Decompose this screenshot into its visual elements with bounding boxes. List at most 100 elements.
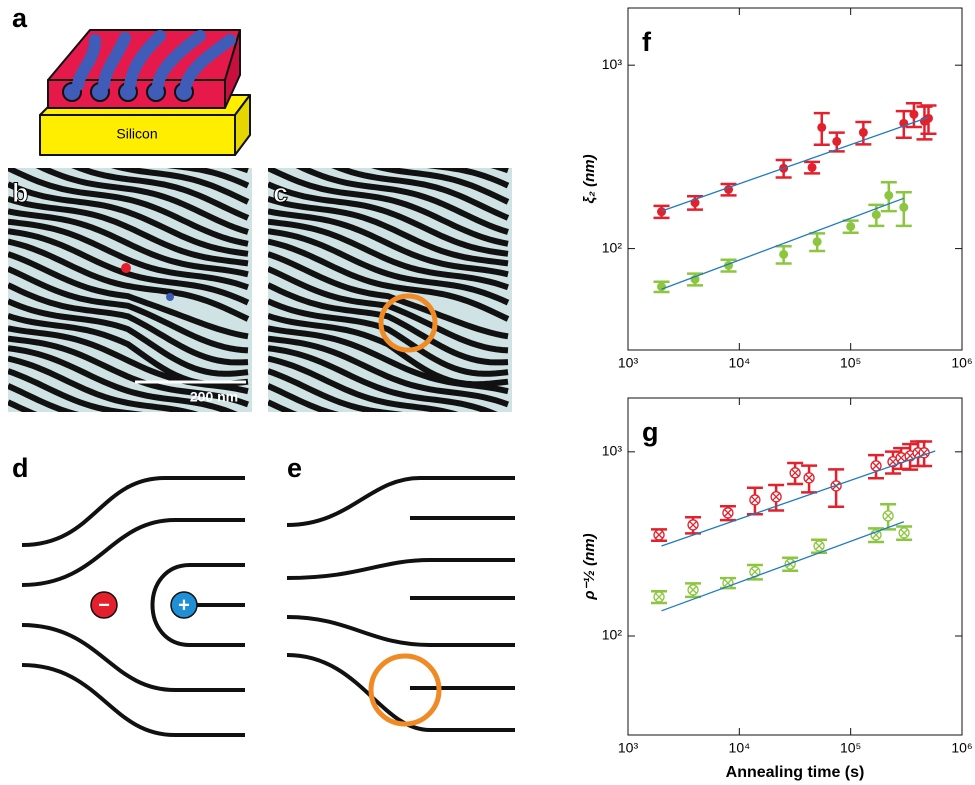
data-point <box>923 113 933 123</box>
y-tick-label: 10³ <box>602 443 623 459</box>
fit-line <box>661 450 936 547</box>
stripe <box>268 218 509 291</box>
highlight-circle <box>378 293 438 353</box>
marker-cross <box>884 511 893 520</box>
marker-cross <box>723 508 732 517</box>
stripe <box>268 51 508 127</box>
stripe <box>268 8 508 85</box>
marker-cross <box>791 468 800 477</box>
marker-cross <box>815 542 824 550</box>
stripe <box>8 168 249 247</box>
data-point <box>813 540 825 552</box>
stripe <box>268 0 508 53</box>
stripe <box>8 228 250 306</box>
stripe <box>8 465 248 537</box>
stripe <box>268 168 509 247</box>
data-point <box>846 221 856 231</box>
marker-cross <box>889 457 897 466</box>
fit-line <box>661 197 905 290</box>
x-tick-label: 10⁶ <box>951 740 972 756</box>
stripe <box>8 181 249 257</box>
stripe <box>268 456 508 522</box>
stripe <box>268 238 510 322</box>
marker-cross <box>750 495 759 504</box>
plus-defect <box>170 591 198 619</box>
data-point <box>870 460 882 472</box>
minus-sign: − <box>98 594 110 616</box>
stripe <box>268 251 509 340</box>
data-point <box>807 162 817 172</box>
marker-cross <box>655 592 663 601</box>
x-tick-label: 10³ <box>618 355 639 371</box>
stripe <box>8 218 249 291</box>
panel-e-diagram <box>286 476 515 732</box>
panel-label: b <box>12 178 29 208</box>
stripe <box>8 208 249 278</box>
x-tick-label: 10³ <box>618 740 639 756</box>
data-point <box>687 584 699 596</box>
y-axis-label: ξ₂ (nm) <box>581 154 598 203</box>
stripe <box>8 266 249 354</box>
data-point <box>687 519 699 531</box>
data-point <box>884 190 894 200</box>
stripe <box>8 282 249 366</box>
stripe <box>268 399 298 412</box>
panel-label: e <box>287 453 302 483</box>
y-tick-label: 10² <box>602 239 623 255</box>
stripe <box>8 325 249 395</box>
data-point <box>812 237 822 247</box>
stripe <box>490 168 509 174</box>
stripe <box>268 82 508 147</box>
x-tick-label: 10⁶ <box>951 355 972 371</box>
y-tick-label: 10³ <box>602 56 623 72</box>
stripe <box>8 383 80 412</box>
data-point <box>909 109 919 119</box>
y-axis-label: ρ⁻½ (nm) <box>581 533 598 600</box>
stripe <box>268 335 509 408</box>
marker-cross <box>772 492 781 501</box>
defect-dot <box>166 293 174 301</box>
panel-d-diagram <box>21 476 245 737</box>
stripe <box>268 0 508 68</box>
stripe <box>268 298 509 377</box>
data-point <box>653 591 665 603</box>
y-tick-label: 10² <box>602 627 623 643</box>
stripe <box>268 476 508 554</box>
stripe <box>268 368 404 412</box>
stripe <box>268 228 510 306</box>
stripe <box>268 181 509 257</box>
stripe <box>268 35 508 115</box>
stripe <box>268 355 459 412</box>
stripe <box>166 168 250 189</box>
defect-dot <box>121 263 131 273</box>
marker-cross <box>805 473 814 482</box>
highlight-circle <box>368 653 442 727</box>
data-point <box>871 210 881 220</box>
plus-sign: + <box>178 594 190 616</box>
stripe <box>110 168 250 205</box>
stripe <box>268 282 509 366</box>
fit-line <box>661 521 905 612</box>
data-point <box>789 467 801 479</box>
x-tick-label: 10⁴ <box>729 740 751 756</box>
panel-a-diagram <box>39 29 251 156</box>
data-point <box>817 122 827 132</box>
x-tick-label: 10⁵ <box>840 740 861 756</box>
stripe <box>8 368 144 412</box>
data-point <box>653 529 665 541</box>
stripe <box>268 325 509 395</box>
data-point <box>858 127 868 137</box>
x-tick-label: 10⁵ <box>840 355 861 371</box>
plot-frame <box>627 7 963 351</box>
silicon-label: Silicon <box>116 126 157 142</box>
panel-label: a <box>12 3 28 33</box>
stripe <box>268 465 508 537</box>
panel-label: d <box>12 453 29 483</box>
data-point <box>882 510 894 522</box>
marker-cross <box>689 520 698 529</box>
stripe <box>268 488 508 569</box>
marker-cross <box>900 528 909 537</box>
stripe <box>8 335 249 408</box>
stripe <box>268 345 498 412</box>
